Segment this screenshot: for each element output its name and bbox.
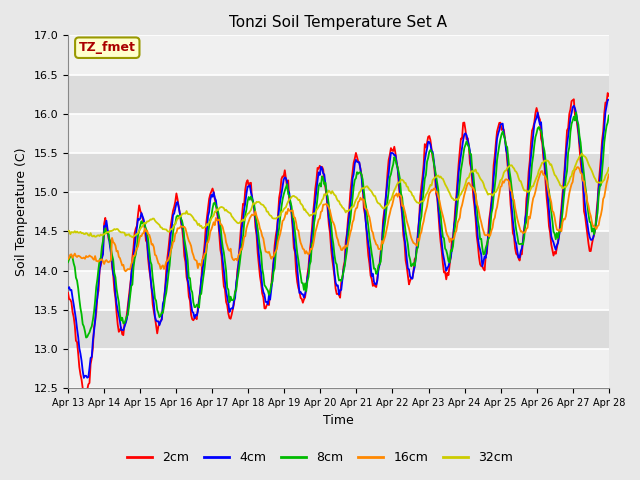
Bar — [68, 349, 609, 388]
Bar — [68, 271, 609, 310]
Text: TZ_fmet: TZ_fmet — [79, 41, 136, 54]
Legend: 2cm, 4cm, 8cm, 16cm, 32cm: 2cm, 4cm, 8cm, 16cm, 32cm — [122, 446, 518, 469]
Bar — [68, 153, 609, 192]
Bar — [68, 192, 609, 231]
Y-axis label: Soil Temperature (C): Soil Temperature (C) — [15, 147, 28, 276]
Bar — [68, 36, 609, 74]
X-axis label: Time: Time — [323, 414, 354, 427]
Bar — [68, 74, 609, 114]
Bar — [68, 114, 609, 153]
Title: Tonzi Soil Temperature Set A: Tonzi Soil Temperature Set A — [229, 15, 447, 30]
Bar — [68, 310, 609, 349]
Bar — [68, 231, 609, 271]
